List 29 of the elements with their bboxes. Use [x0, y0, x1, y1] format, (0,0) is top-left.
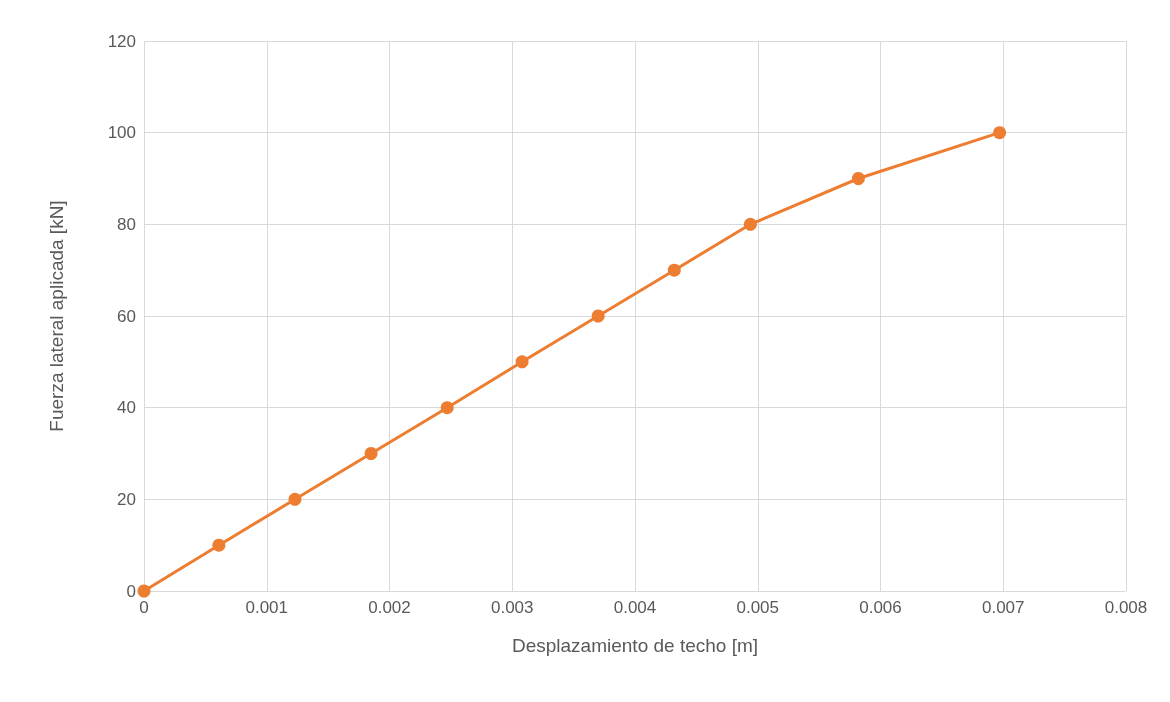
y-tick-label: 120: [107, 31, 136, 51]
y-axis-title: Fuerza lateral aplicada [kN]: [46, 200, 67, 432]
x-tick-label: 0.004: [613, 598, 657, 617]
x-axis-title: Desplazamiento de techo [m]: [511, 635, 759, 656]
x-tick-label: 0.002: [368, 598, 411, 617]
x-tick-label: 0.001: [245, 598, 289, 617]
point: [515, 355, 529, 369]
point: [993, 126, 1007, 140]
x-tick-label: 0: [139, 598, 149, 617]
point: [364, 447, 378, 460]
point: [851, 172, 865, 185]
y-tick-label: 100: [107, 123, 136, 143]
y-tick-label: 20: [117, 489, 136, 509]
y-tick-label: 80: [117, 214, 136, 234]
y-tick-label: 60: [117, 306, 136, 326]
point: [591, 309, 605, 323]
x-tick-label: 0.007: [981, 598, 1025, 617]
y-tick-label: 40: [117, 398, 136, 418]
x-tick-label: 0.008: [1104, 598, 1148, 617]
point: [212, 538, 226, 552]
y-tick-label: 0: [126, 581, 136, 601]
point: [137, 584, 151, 598]
x-tick-label: 0.006: [859, 598, 902, 617]
x-tick-label: 0.003: [490, 598, 534, 617]
point: [288, 492, 302, 506]
point: [667, 263, 681, 277]
x-tick-label: 0.005: [736, 598, 780, 617]
point: [743, 217, 757, 231]
point: [440, 401, 454, 415]
